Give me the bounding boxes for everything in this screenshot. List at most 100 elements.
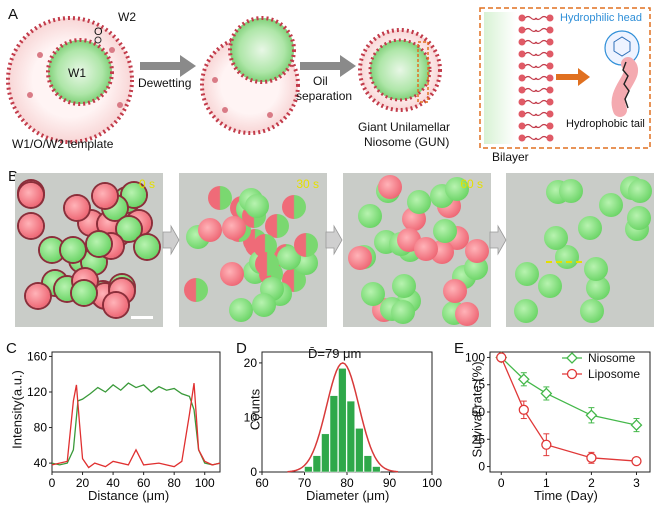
histogram-bar <box>372 466 381 473</box>
micrograph-1: 30 s <box>179 173 327 327</box>
data-point <box>541 439 552 450</box>
tail-inner <box>524 87 538 93</box>
x-tick-label: 60 <box>255 476 269 490</box>
tail-inner <box>524 15 538 21</box>
bilayer-drawing <box>518 14 554 142</box>
cell <box>19 214 43 238</box>
cell <box>578 216 602 240</box>
gaussian-fit <box>287 362 399 473</box>
x-tick-label: 2 <box>588 476 595 490</box>
gun-label-2: Niosome (GUN) <box>364 135 450 149</box>
data-point <box>586 452 597 463</box>
tail-inner <box>524 51 538 57</box>
scale-bar <box>131 316 153 319</box>
y-tick-label: 0 <box>250 465 257 479</box>
cell <box>65 196 89 220</box>
intensity-line <box>51 383 221 469</box>
tail-inner <box>524 123 538 129</box>
y-tick-label: 80 <box>34 421 48 435</box>
cell <box>26 284 50 308</box>
surfactant-molecule <box>604 30 640 117</box>
cell <box>252 293 276 317</box>
w1-label: W1 <box>68 66 86 80</box>
oil-separation-label-2: separation <box>296 89 353 103</box>
chart-d-xlabel: Diameter (μm) <box>306 488 390 503</box>
x-tick-label: 3 <box>633 476 640 490</box>
chart-e-xlabel: Time (Day) <box>534 488 598 503</box>
x-tick-label: 100 <box>195 476 215 490</box>
data-point <box>585 409 598 422</box>
dewetting-droplet <box>200 16 300 135</box>
x-tick-label: 0 <box>498 476 505 490</box>
cell <box>282 195 306 219</box>
micrograph-3 <box>506 173 654 327</box>
separation-arrow <box>300 55 356 77</box>
histogram-bar <box>355 428 364 473</box>
cell <box>433 219 457 243</box>
head-outer <box>546 134 554 142</box>
cell <box>348 246 372 270</box>
y-tick-label: 20 <box>244 356 258 370</box>
tail-inner <box>524 75 538 81</box>
time-label: 30 s <box>296 177 319 191</box>
x-tick-label: 40 <box>106 476 120 490</box>
cell <box>135 235 159 259</box>
tail-inner <box>524 135 538 141</box>
data-point <box>540 387 553 400</box>
chart-c-xlabel: Distance (μm) <box>88 488 170 503</box>
oil-separation-label-1: Oil <box>313 74 328 88</box>
tail-inner <box>524 39 538 45</box>
head-inner <box>518 62 526 70</box>
head-outer <box>546 38 554 46</box>
head-inner <box>518 110 526 118</box>
cell <box>184 278 208 302</box>
tail-outer <box>534 39 548 45</box>
head-inner <box>518 122 526 130</box>
cell <box>515 262 539 286</box>
y-tick-label: 160 <box>27 349 47 363</box>
head-outer <box>546 26 554 34</box>
tail-outer <box>534 87 548 93</box>
orange-arrow <box>556 68 590 86</box>
time-label: 60 s <box>460 177 483 191</box>
cell <box>465 239 489 263</box>
cell <box>245 194 269 218</box>
y-tick-label: 0 <box>478 460 485 474</box>
head-outer <box>546 86 554 94</box>
chart-d-title: D̄=79 μm <box>308 346 362 361</box>
tail-inner <box>524 111 538 117</box>
panel-b-letter: B <box>8 168 19 185</box>
y-tick-label: 75 <box>472 378 486 392</box>
tail-outer <box>534 123 548 129</box>
data-point <box>496 352 507 363</box>
x-tick-label: 1 <box>543 476 550 490</box>
cell <box>544 226 568 250</box>
cell <box>584 257 608 281</box>
chart-e-ylabel: Survival rate (%) <box>469 361 485 458</box>
tail-outer <box>534 15 548 21</box>
cell <box>40 238 64 262</box>
head-outer <box>546 14 554 22</box>
cell <box>407 190 431 214</box>
cell <box>414 237 438 261</box>
x-tick-label: 100 <box>422 476 442 490</box>
cell <box>117 217 141 241</box>
head-inner <box>518 50 526 58</box>
cell <box>229 298 253 322</box>
x-tick-label: 80 <box>340 476 354 490</box>
cell <box>358 204 382 228</box>
head-outer <box>546 110 554 118</box>
tail-outer <box>534 111 548 117</box>
cell <box>87 232 111 256</box>
cell <box>559 179 583 203</box>
histogram-bar <box>329 395 338 473</box>
x-tick-label: 70 <box>298 476 312 490</box>
panel-a-letter: A <box>8 6 19 23</box>
cell <box>72 281 96 305</box>
cell <box>627 206 651 230</box>
micrograph-0: 0 s <box>15 173 163 327</box>
cell <box>378 175 402 199</box>
